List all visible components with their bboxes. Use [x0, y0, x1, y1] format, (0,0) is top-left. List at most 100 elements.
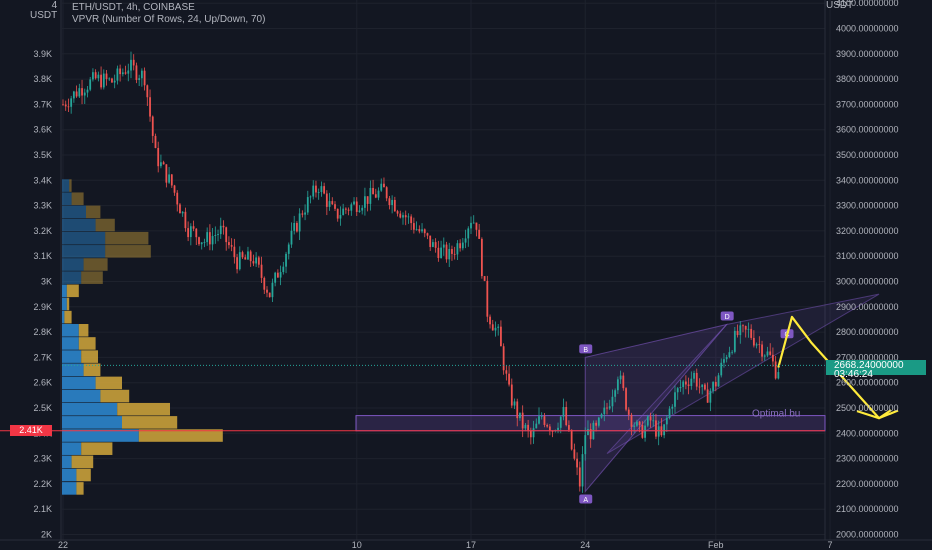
candle-body [682, 381, 685, 388]
candle-body [663, 424, 666, 436]
volume-bar-up [62, 376, 96, 390]
left-axis-tick-label: 2.8K [33, 327, 52, 337]
candle-body [429, 235, 432, 247]
candle-body [404, 215, 407, 218]
right-axis-tick-label: 3800.00000000 [836, 74, 899, 84]
candle-body [320, 186, 323, 193]
candle-body [181, 211, 184, 214]
pattern-point-label: D [725, 314, 730, 321]
candle-body [758, 344, 761, 346]
volume-bar-up [62, 429, 139, 442]
volume-bar-down [122, 416, 178, 429]
candle-body [437, 247, 440, 259]
volume-bar-up [62, 402, 118, 416]
candle-body [690, 378, 693, 387]
candle-body [742, 325, 744, 327]
right-axis-tick-label: 3500.00000000 [836, 150, 899, 160]
candle-body [184, 211, 187, 229]
candle-body [453, 253, 456, 255]
candle-body [86, 89, 89, 93]
left-price-axis[interactable]: 3.9K 3.8K 3.7K 3.6K 3.5K 3.4K 3.3K 3.2K 3.1K 3K 2.… [33, 49, 52, 540]
candle-body [695, 372, 698, 387]
time-axis-tick-label: 10 [352, 540, 362, 550]
candle-body [70, 98, 73, 107]
candle-body [709, 390, 712, 403]
candle-body [285, 253, 287, 267]
candle-body [317, 192, 320, 193]
candle-body [151, 116, 154, 136]
candle-body [701, 384, 704, 388]
candle-body [339, 215, 342, 219]
right-axis-tick-label: 4100.00000000 [836, 0, 899, 8]
candle-body [325, 193, 328, 207]
candle-body [772, 354, 774, 362]
candle-body [750, 328, 753, 338]
candle-body [704, 384, 706, 390]
volume-bar-up [62, 258, 84, 271]
candle-body [203, 242, 206, 243]
right-axis-tick-label: 3700.00000000 [836, 99, 899, 109]
volume-bar-up [62, 179, 70, 192]
candle-body [369, 187, 372, 204]
right-axis-tick-label: 3400.00000000 [836, 175, 899, 185]
candle-body [546, 424, 549, 427]
candle-body [576, 458, 578, 468]
volume-bar-down [105, 231, 149, 245]
candle-body [336, 208, 339, 219]
volume-bar-down [71, 192, 84, 205]
candle-body [467, 228, 470, 239]
candle-body [399, 213, 402, 218]
left-axis-tick-label: 2.7K [33, 352, 52, 362]
candle-body [334, 204, 336, 209]
candle-body [160, 162, 162, 167]
right-price-axis[interactable]: 4100.00000000 4000.00000000 3900.00000000 3… [836, 0, 899, 540]
candle-body [402, 215, 404, 218]
candle-body [249, 251, 252, 262]
candle-body [505, 370, 508, 374]
candle-body [287, 244, 290, 254]
candle-body [714, 381, 717, 387]
candle-body [736, 330, 739, 336]
candle-body [521, 412, 524, 429]
candle-body [548, 426, 551, 431]
candle-body [282, 266, 285, 273]
volume-bar-up [62, 442, 82, 455]
candle-body [388, 198, 391, 206]
candle-body [361, 207, 364, 211]
right-axis-tick-label: 3900.00000000 [836, 49, 899, 59]
candlestick-series [62, 51, 780, 493]
candle-body [396, 211, 399, 214]
volume-bar-down [66, 284, 79, 298]
candle-body [606, 407, 608, 409]
right-axis-tick-label: 3300.00000000 [836, 201, 899, 211]
candle-body [274, 272, 277, 283]
candle-body [657, 426, 660, 437]
candle-body [483, 276, 486, 281]
candle-body [584, 435, 587, 455]
candle-body [105, 73, 108, 79]
candle-body [646, 416, 649, 426]
candle-body [516, 401, 519, 419]
candle-body [478, 229, 481, 239]
time-axis[interactable]: 22101724Feb71421 [58, 540, 932, 550]
candle-body [263, 277, 266, 290]
candle-body [706, 389, 709, 403]
candle-body [102, 73, 105, 88]
candle-body [214, 235, 217, 236]
chart-legend[interactable]: ETH/USDT, 4h, COINBASE VPVR (Number Of R… [72, 2, 265, 26]
volume-bar-down [95, 218, 115, 232]
candle-body [241, 252, 244, 258]
volume-bar-down [81, 271, 103, 284]
candle-body [671, 406, 674, 409]
candle-body [157, 147, 160, 167]
candle-body [170, 174, 173, 186]
candle-body [426, 233, 429, 236]
indicator-legend[interactable]: VPVR (Number Of Rows, 24, Up/Down, 70) [72, 14, 266, 25]
candle-body [529, 430, 532, 438]
candle-body [132, 59, 135, 66]
projection-arrow [777, 315, 899, 420]
symbol-legend[interactable]: ETH/USDT, 4h, COINBASE [72, 2, 195, 13]
candle-body [728, 352, 731, 358]
candle-body [328, 201, 331, 207]
